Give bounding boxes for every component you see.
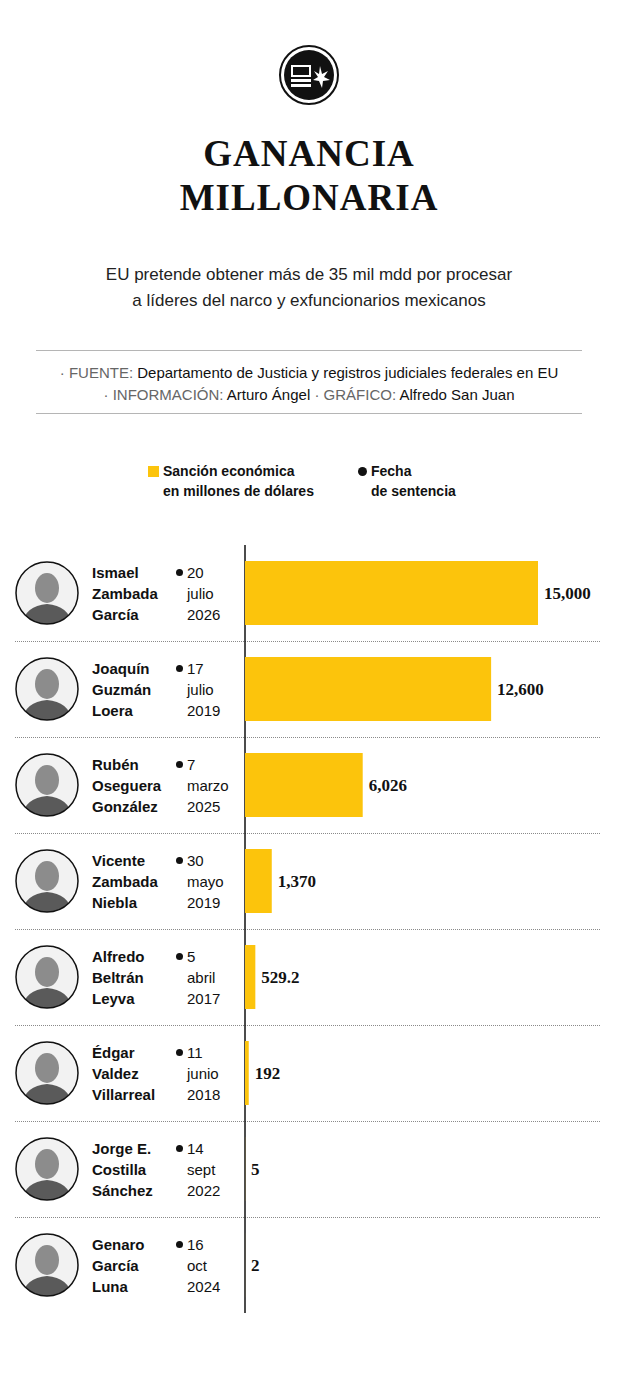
html-text:en millones de dólares: en millones de dólares [163, 483, 314, 499]
svg-text:Vicente: Vicente [92, 852, 145, 869]
html-text:julio: julio [187, 584, 214, 602]
svg-text:Joaquín: Joaquín [92, 660, 150, 677]
svg-text:5: 5 [251, 1160, 260, 1179]
html-text:sept: sept [187, 1160, 216, 1178]
html-text:a líderes del narco y exfuncio: a líderes del narco y exfuncionarios mex… [132, 291, 486, 310]
svg-text:Genaro: Genaro [92, 1236, 145, 1253]
svg-text:Zambada: Zambada [92, 873, 159, 890]
html-text:14: 14 [187, 1139, 204, 1157]
svg-text:529.2: 529.2 [261, 968, 299, 987]
html-text:2017: 2017 [187, 989, 221, 1007]
html-text:junio: junio [187, 1064, 219, 1082]
html-text:20: 20 [187, 563, 204, 581]
html-text:5: 5 [187, 947, 196, 965]
svg-text:Villarreal: Villarreal [92, 1086, 155, 1103]
html-text:abril: abril [187, 968, 216, 986]
html-text:· FUENTE: Departamento de Just: · FUENTE: Departamento de Justicia y reg… [59, 364, 559, 381]
svg-text:Leyva: Leyva [92, 990, 135, 1007]
html-text:2019: 2019 [187, 893, 221, 911]
svg-text:2: 2 [251, 1256, 260, 1275]
svg-text:Valdez: Valdez [92, 1065, 139, 1082]
svg-text:González: González [92, 798, 158, 815]
html-text:EU pretende obtener más de 35: EU pretende obtener más de 35 mil mdd po… [105, 265, 513, 284]
svg-text:García: García [92, 1257, 139, 1274]
svg-text:Édgar: Édgar [92, 1044, 135, 1061]
html-text:MILLONARIA: MILLONARIA [179, 177, 439, 218]
html-text:2022: 2022 [187, 1181, 221, 1199]
svg-text:Sánchez: Sánchez [92, 1182, 153, 1199]
html-text:2026: 2026 [187, 605, 221, 623]
svg-text:Niebla: Niebla [92, 894, 138, 911]
html-text:de sentencia: de sentencia [371, 483, 456, 499]
html-text:GANANCIA: GANANCIA [203, 133, 415, 174]
html-text:17: 17 [187, 659, 204, 677]
html-text:oct: oct [187, 1256, 207, 1274]
svg-text:Oseguera: Oseguera [92, 777, 162, 794]
svg-text:Luna: Luna [92, 1278, 128, 1295]
svg-text:García: García [92, 606, 139, 623]
html-text:julio: julio [187, 680, 214, 698]
html-text:Fecha: Fecha [371, 463, 412, 479]
html-text:mayo: mayo [187, 872, 224, 890]
html-text:2018: 2018 [187, 1085, 221, 1103]
html-text:2024: 2024 [187, 1277, 221, 1295]
html-text:marzo: marzo [187, 776, 229, 794]
svg-text:Jorge E.: Jorge E. [92, 1140, 151, 1157]
svg-text:1,370: 1,370 [278, 872, 316, 891]
html-text:Sanción económica: Sanción económica [163, 463, 295, 479]
svg-text:Guzmán: Guzmán [92, 681, 151, 698]
html-text:2019: 2019 [187, 701, 221, 719]
html-text:11: 11 [187, 1043, 203, 1061]
svg-text:6,026: 6,026 [369, 776, 407, 795]
svg-text:Zambada: Zambada [92, 585, 159, 602]
svg-text:Costilla: Costilla [92, 1161, 147, 1178]
svg-text:Beltrán: Beltrán [92, 969, 144, 986]
html-text:2025: 2025 [187, 797, 221, 815]
svg-text:Ismael: Ismael [92, 564, 139, 581]
svg-text:Rubén: Rubén [92, 756, 139, 773]
html-text:30: 30 [187, 851, 204, 869]
svg-text:192: 192 [255, 1064, 281, 1083]
svg-text:15,000: 15,000 [544, 584, 591, 603]
html-text:· INFORMACIÓN: Arturo Ángel ·: · INFORMACIÓN: Arturo Ángel · GRÁFICO: A… [103, 386, 515, 403]
html-text:16: 16 [187, 1235, 204, 1253]
svg-text:Alfredo: Alfredo [92, 948, 145, 965]
svg-text:Loera: Loera [92, 702, 134, 719]
svg-text:12,600: 12,600 [497, 680, 544, 699]
html-text:7: 7 [187, 755, 196, 773]
